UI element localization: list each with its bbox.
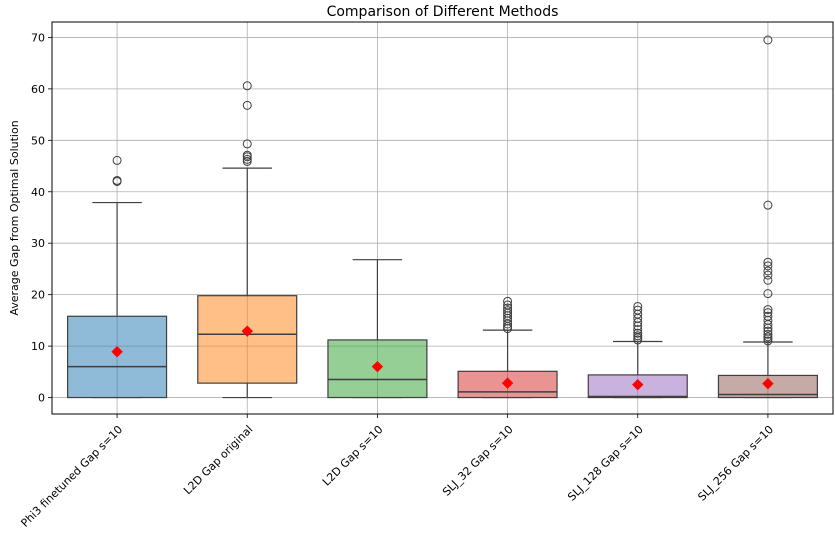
outlier-point bbox=[763, 308, 773, 318]
outlier-point bbox=[763, 305, 773, 315]
y-tick-label: 70 bbox=[31, 31, 45, 44]
outlier-point bbox=[503, 300, 513, 310]
outlier-point bbox=[633, 301, 643, 311]
outlier-point bbox=[242, 100, 252, 110]
mean-marker bbox=[762, 377, 774, 390]
mean-marker bbox=[371, 360, 384, 373]
mean-marker bbox=[501, 377, 514, 389]
outlier-point bbox=[763, 275, 773, 285]
plot-frame bbox=[51, 21, 834, 415]
outlier-point bbox=[763, 270, 773, 280]
y-tick-label: 40 bbox=[31, 186, 45, 199]
outlier-point bbox=[633, 331, 643, 341]
outlier-point bbox=[763, 311, 773, 321]
boxes bbox=[67, 35, 818, 399]
x-tick-label: SLJ_256 Gap s=10 bbox=[695, 423, 776, 504]
y-tick-label: 0 bbox=[38, 392, 45, 405]
box-1 bbox=[67, 155, 168, 399]
outlier-point bbox=[112, 175, 122, 185]
outlier-point bbox=[242, 154, 252, 164]
box-5 bbox=[587, 301, 688, 399]
outlier-point bbox=[633, 328, 643, 338]
x-tick-label: SLJ_128 Gap s=10 bbox=[565, 423, 646, 504]
mean-marker bbox=[241, 325, 253, 337]
outlier-point bbox=[763, 332, 773, 342]
outlier-point bbox=[763, 257, 773, 267]
outlier-point bbox=[763, 289, 773, 299]
y-tick-label: 60 bbox=[31, 83, 45, 96]
chart-title: Comparison of Different Methods bbox=[327, 4, 559, 20]
x-tick-label: L2D Gap s=10 bbox=[320, 423, 386, 489]
y-tick-label: 10 bbox=[31, 340, 45, 353]
outlier-point bbox=[242, 139, 252, 149]
box-6 bbox=[717, 35, 818, 399]
outlier-point bbox=[503, 296, 513, 306]
box-3 bbox=[327, 259, 428, 399]
ticks: 0 10 20 30 40 50 60 70 Phi3 finetuned Gap s=10 L2… bbox=[18, 31, 776, 529]
box-iqr bbox=[197, 295, 298, 384]
outlier-point bbox=[633, 325, 643, 335]
outlier-point bbox=[112, 155, 122, 165]
y-tick-label: 20 bbox=[31, 289, 45, 302]
outlier-point bbox=[763, 266, 773, 276]
outlier-point bbox=[763, 326, 773, 336]
y-tick-label: 30 bbox=[31, 237, 45, 250]
x-tick-label: L2D Gap original bbox=[181, 423, 255, 497]
x-tick-label: SLJ_32 Gap s=10 bbox=[440, 423, 516, 499]
outlier-point bbox=[763, 329, 773, 339]
y-tick-label: 50 bbox=[31, 134, 45, 147]
outlier-point bbox=[503, 303, 513, 313]
outlier-point bbox=[763, 200, 773, 210]
outlier-point bbox=[242, 81, 252, 91]
box-4 bbox=[457, 296, 558, 399]
outlier-point bbox=[503, 306, 513, 316]
mean-marker bbox=[111, 346, 123, 358]
outlier-point bbox=[242, 150, 252, 160]
y-axis-label: Average Gap from Optimal Solution bbox=[8, 120, 21, 315]
outlier-point bbox=[763, 261, 773, 271]
x-tick-label: Phi3 finetuned Gap s=10 bbox=[18, 423, 125, 530]
box-iqr bbox=[457, 370, 558, 399]
outlier-point bbox=[763, 35, 773, 45]
box-2 bbox=[197, 81, 298, 399]
outlier-point bbox=[633, 305, 643, 315]
grid bbox=[52, 22, 833, 414]
mean-marker bbox=[632, 378, 644, 391]
